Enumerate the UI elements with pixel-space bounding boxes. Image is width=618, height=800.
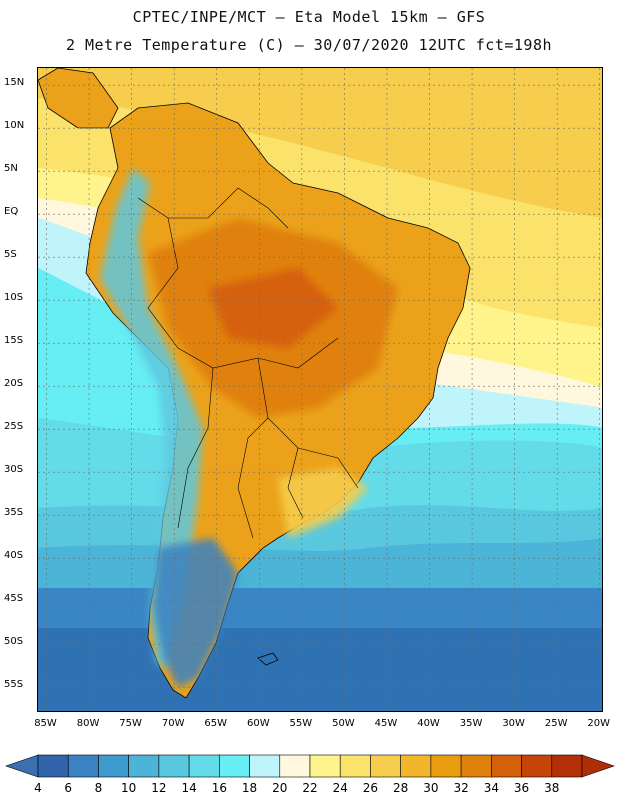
colorbar-tick-label: 22 [302, 781, 318, 795]
patagonia-cold [153, 538, 238, 688]
lat-tick-label: 10N [4, 120, 25, 132]
colorbar-tick-label: 6 [64, 781, 73, 795]
map-panel[interactable] [37, 67, 603, 712]
lon-tick-label: 70W [161, 718, 185, 729]
colorbar-segment [128, 754, 160, 778]
lon-tick-label: 25W [544, 718, 568, 729]
colorbar-segment [521, 754, 553, 778]
colorbar-segment [309, 754, 341, 778]
colorbar-segment [67, 754, 99, 778]
lon-tick-label: 35W [459, 718, 483, 729]
lon-tick-label: 55W [289, 718, 313, 729]
colorbar-tick-label: 12 [151, 781, 167, 795]
colorbar-tick-label: 32 [453, 781, 469, 795]
colorbar-tick-label: 10 [121, 781, 137, 795]
colorbar-segment [279, 754, 311, 778]
lon-tick-label: 40W [417, 718, 440, 729]
lon-tick-label: 80W [76, 718, 100, 729]
country-borders [137, 187, 359, 539]
lat-tick-label: 5S [4, 249, 17, 261]
lat-tick-label: 15S [4, 335, 24, 347]
lat-tick-label: 45S [4, 593, 24, 605]
lat-tick-label: 55S [4, 679, 24, 691]
map-title-line1: CPTEC/INPE/MCT – Eta Model 15km – GFS [132, 8, 486, 26]
lon-tick-label: 45W [374, 718, 398, 729]
colorbar-tick-label: 14 [181, 781, 197, 795]
colorbar-segment [430, 754, 462, 778]
lon-tick-label: 75W [119, 718, 142, 729]
graticule [38, 68, 602, 711]
lat-tick-label: 15N [4, 77, 25, 89]
colorbar-segment [249, 754, 281, 778]
colorbar-tick-label: 18 [241, 781, 258, 795]
lat-tick-label: 30S [4, 464, 24, 476]
colorbar-segment [370, 754, 401, 778]
colorbar-left-arrow [5, 754, 39, 778]
colorbar-right-arrow [581, 754, 615, 778]
colorbar-segment [158, 754, 190, 778]
colorbar-segment [219, 754, 250, 778]
colorbar-segment [460, 754, 492, 778]
lon-tick-label: 85W [34, 718, 57, 729]
hottest-zone [208, 268, 338, 348]
lon-tick-label: 65W [204, 718, 228, 729]
lon-tick-label: 50W [332, 718, 355, 729]
temperature-map[interactable] [38, 68, 603, 712]
lon-tick-label: 30W [502, 718, 525, 729]
colorbar-segment [400, 754, 432, 778]
colorbar-segment [491, 754, 522, 778]
colorbar-tick-label: 20 [272, 781, 288, 795]
lat-tick-label: 40S [4, 550, 24, 562]
colorbar-tick-label: 16 [211, 781, 227, 795]
lat-tick-label: 20S [4, 378, 24, 390]
colorbar-tick-label: 30 [423, 781, 439, 795]
colorbar-tick-label: 26 [362, 781, 379, 795]
colorbar-tick-label: 28 [393, 781, 409, 795]
colorbar-segment [339, 754, 371, 778]
lon-tick-label: 20W [587, 718, 611, 729]
lat-tick-label: 50S [4, 636, 24, 648]
lat-tick-label: 25S [4, 421, 24, 433]
andes-cold-strip [100, 168, 203, 668]
colorbar-tick-label: 36 [513, 781, 530, 795]
lat-tick-label: 5N [4, 163, 18, 175]
map-title-line2: 2 Metre Temperature (C) – 30/07/2020 12U… [65, 36, 553, 54]
lat-tick-label: 35S [4, 507, 24, 519]
lat-tick-label: EQ [4, 206, 19, 218]
colorbar-segment [188, 754, 220, 778]
lon-tick-label: 60W [246, 718, 270, 729]
falkland-islands [257, 652, 279, 666]
colorbar-tick-label: 8 [94, 781, 103, 795]
colorbar-tick-label: 38 [544, 781, 560, 795]
colorbar-tick-label: 4 [34, 781, 42, 795]
lat-tick-label: 10S [4, 292, 24, 304]
colorbar-segment [98, 754, 129, 778]
colorbar-segment [551, 754, 583, 778]
colorbar-segment [37, 754, 69, 778]
colorbar-tick-label: 24 [332, 781, 348, 795]
south-east-warm [278, 468, 368, 538]
colorbar-tick-label: 34 [483, 781, 499, 795]
temperature-colorbar [5, 754, 615, 778]
central-america [38, 68, 119, 129]
